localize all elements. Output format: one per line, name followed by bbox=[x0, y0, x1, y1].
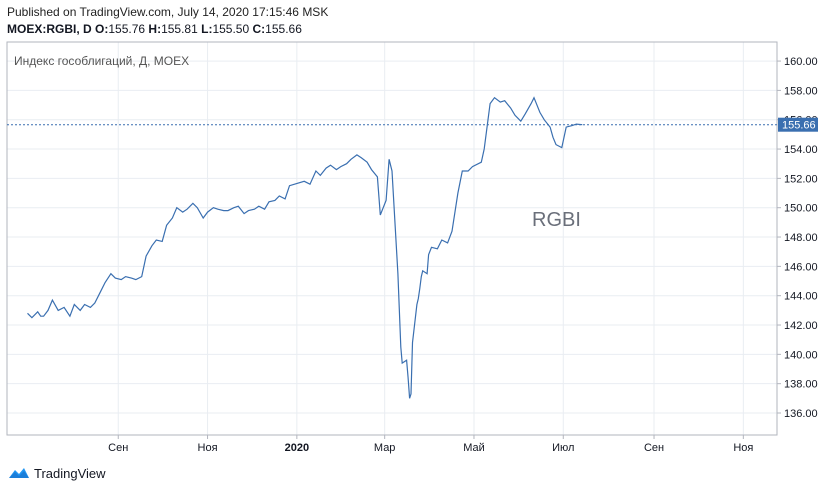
x-tick-label: Май bbox=[463, 442, 485, 454]
high-value: 155.81 bbox=[161, 22, 198, 36]
close-value: 155.66 bbox=[265, 22, 302, 36]
tradingview-footer[interactable]: TradingView bbox=[8, 465, 106, 481]
x-tick-label: Июл bbox=[552, 442, 574, 454]
y-tick-label: 154.00 bbox=[784, 144, 818, 156]
low-value: 155.50 bbox=[212, 22, 250, 36]
tradingview-logo-icon bbox=[9, 468, 29, 478]
y-tick-label: 138.00 bbox=[784, 379, 818, 391]
x-tick-label: Сен bbox=[108, 442, 128, 454]
x-tick-label: Сен bbox=[644, 442, 664, 454]
symbol-watermark: RGBI bbox=[532, 209, 581, 231]
open-label: O: bbox=[95, 22, 109, 36]
y-tick-label: 144.00 bbox=[784, 291, 818, 303]
tradingview-brand: TradingView bbox=[34, 465, 106, 481]
x-tick-label: Ноя bbox=[198, 442, 218, 454]
y-tick-label: 146.00 bbox=[784, 261, 818, 273]
close-label: C: bbox=[252, 22, 266, 36]
y-tick-label: 142.00 bbox=[784, 320, 818, 332]
y-tick-label: 140.00 bbox=[784, 349, 818, 361]
y-tick-label: 160.00 bbox=[784, 56, 818, 68]
chart-title: Индекс гособлигаций, Д, MOEX bbox=[14, 54, 189, 68]
x-tick-label: Мар bbox=[374, 442, 396, 454]
published-caption: Published on TradingView.com, July 14, 2… bbox=[7, 5, 329, 19]
y-tick-label: 158.00 bbox=[784, 85, 818, 97]
plot-frame bbox=[6, 41, 778, 436]
x-tick-label: 2020 bbox=[285, 442, 309, 454]
price-chart[interactable]: Индекс гособлигаций, Д, MOEX RGBI 160.00… bbox=[0, 0, 831, 460]
y-tick-label: 150.00 bbox=[784, 203, 818, 215]
last-price-tag-label: 155.66 bbox=[782, 120, 816, 132]
symbol-ohlc-row: MOEX:RGBI, D O:155.76 H:155.81 L:155.50 … bbox=[7, 22, 302, 36]
y-tick-label: 148.00 bbox=[784, 232, 818, 244]
y-tick-label: 152.00 bbox=[784, 173, 818, 185]
open-value: 155.76 bbox=[108, 22, 146, 36]
series-line bbox=[27, 96, 583, 399]
y-tick-label: 136.00 bbox=[784, 408, 818, 420]
last-price-tag bbox=[778, 117, 818, 132]
low-label: L: bbox=[201, 22, 213, 36]
high-label: H: bbox=[148, 22, 162, 36]
x-tick-label: Ноя bbox=[733, 442, 753, 454]
symbol-label: MOEX:RGBI, D bbox=[7, 22, 92, 36]
